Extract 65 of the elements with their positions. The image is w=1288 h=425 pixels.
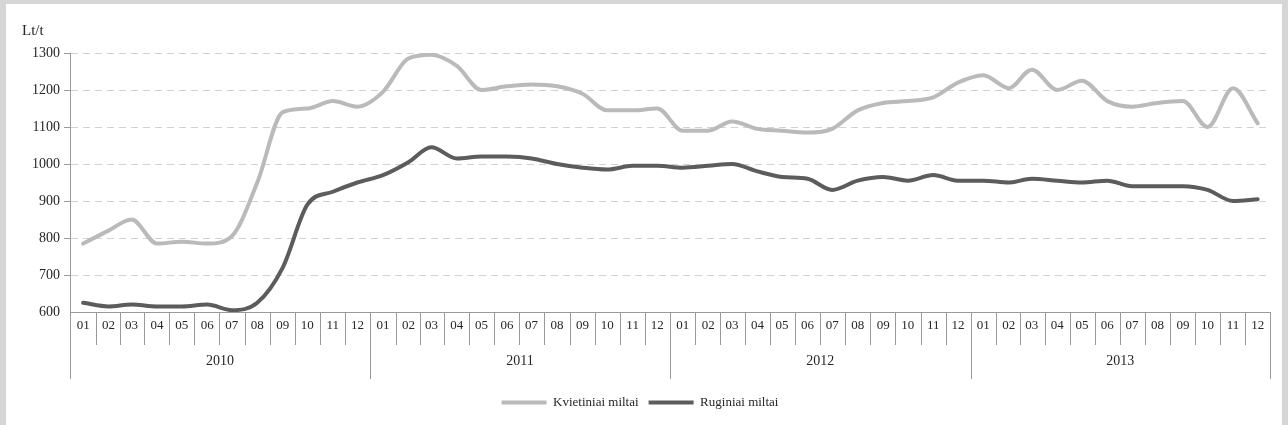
x-tick-label: 12 — [350, 317, 364, 333]
x-tick-label: 02 — [1002, 317, 1016, 333]
x-tick-label: 06 — [200, 317, 215, 333]
x-tick-label: 01 — [376, 317, 390, 333]
x-tick-label: 05 — [175, 317, 189, 333]
y-tick-label: 1000 — [32, 155, 60, 171]
x-tick-label: 07 — [225, 317, 239, 333]
x-tick-label: 10 — [300, 317, 314, 333]
y-axis-title: Lt/t — [22, 22, 44, 39]
x-tick-label: 04 — [750, 317, 765, 333]
x-tick-label: 02 — [701, 317, 715, 333]
x-tick-label: 01 — [976, 317, 990, 333]
x-tick-label: 09 — [1176, 317, 1190, 333]
y-tick-label: 600 — [39, 303, 60, 319]
x-tick-label: 03 — [125, 317, 139, 333]
x-tick-label: 04 — [1050, 317, 1065, 333]
x-tick-label: 01 — [76, 317, 90, 333]
x-tick-label: 03 — [424, 317, 438, 333]
x-tick-label: 02 — [102, 317, 116, 333]
x-tick-label: 02 — [401, 317, 415, 333]
x-tick-label: 06 — [1100, 317, 1115, 333]
x-tick-label: 11 — [626, 317, 639, 333]
x-tick-label: 08 — [1150, 317, 1164, 333]
x-tick-label: 10 — [901, 317, 915, 333]
y-tick-label: 800 — [39, 229, 60, 245]
x-tick-label: 01 — [676, 317, 690, 333]
y-tick-label: 1100 — [32, 118, 60, 134]
x-tick-label: 04 — [150, 317, 165, 333]
y-tick-label: 900 — [39, 192, 60, 208]
y-tick-label: 1200 — [32, 81, 60, 97]
y-tick-label: 700 — [39, 266, 60, 282]
x-tick-label: 04 — [450, 317, 464, 333]
text: 2010 — [206, 352, 235, 368]
x-tick-label: 03 — [725, 317, 739, 333]
line-series — [81, 53, 1260, 246]
x-tick-label: 12 — [1251, 317, 1265, 333]
x-tick-label: 06 — [500, 317, 514, 333]
x-tick-label: 09 — [876, 317, 890, 333]
text: 2013 — [1106, 352, 1135, 368]
legend-label: Kvietiniai miltai — [553, 393, 639, 409]
x-tick-label: 05 — [475, 317, 488, 333]
x-tick-label: 07 — [825, 317, 840, 333]
x-tick-label: 11 — [926, 317, 940, 333]
text: 2012 — [806, 352, 835, 368]
text: 2011 — [506, 352, 534, 368]
x-tick-label: 06 — [801, 317, 815, 333]
x-tick-label: 05 — [775, 317, 789, 333]
x-tick-label: 07 — [525, 317, 539, 333]
x-tick-label: 03 — [1025, 317, 1039, 333]
x-tick-label: 10 — [1201, 317, 1215, 333]
x-tick-label: 11 — [326, 317, 340, 333]
x-tick-label: 12 — [650, 317, 664, 333]
x-tick-label: 07 — [1125, 317, 1140, 333]
x-tick-label: 08 — [250, 317, 264, 333]
y-tick-label: 1300 — [32, 44, 60, 60]
x-tick-label: 09 — [276, 317, 290, 333]
legend-label: Ruginiai miltai — [700, 393, 779, 409]
x-tick-label: 12 — [951, 317, 965, 333]
x-tick-label: 09 — [576, 317, 590, 333]
x-tick-label: 08 — [550, 317, 564, 333]
x-tick-label: 10 — [600, 317, 614, 333]
x-tick-label: 05 — [1075, 317, 1089, 333]
line-series — [81, 145, 1260, 312]
x-tick-label: 08 — [851, 317, 865, 333]
x-tick-label: 11 — [1226, 317, 1240, 333]
